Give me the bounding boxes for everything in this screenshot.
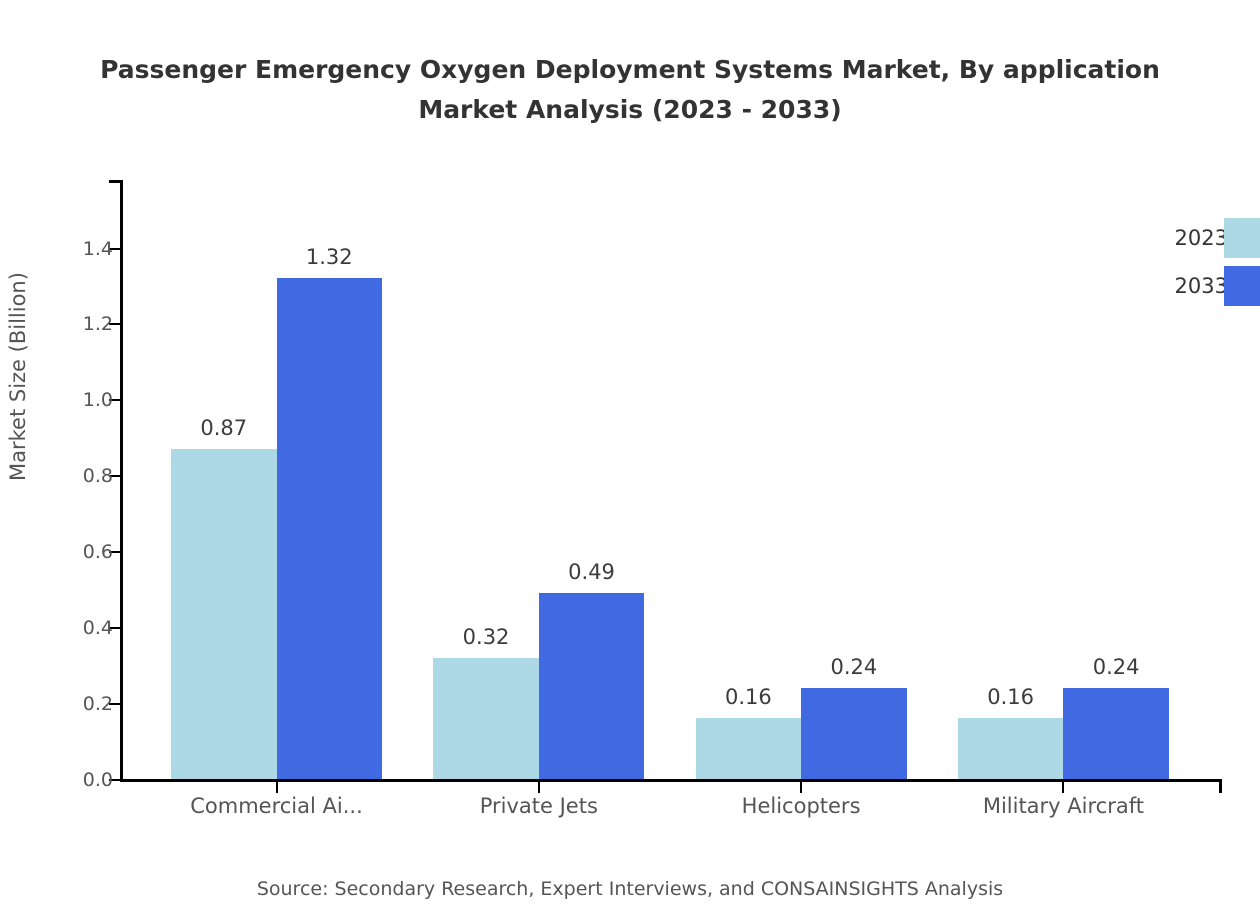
y-axis-tick-mark	[109, 247, 120, 250]
y-axis-tick-label: 0.6	[82, 541, 113, 564]
bar[interactable]: 0.32	[433, 625, 539, 779]
legend-swatch	[1224, 266, 1260, 306]
legend-item-2033[interactable]: 2033	[1108, 266, 1260, 306]
y-axis-spine	[120, 180, 123, 782]
chart-legend: 2023 2033	[1108, 218, 1260, 306]
bar-value-label: 0.16	[987, 685, 1035, 710]
bar-value-label: 0.49	[568, 560, 615, 584]
legend-swatch	[1224, 218, 1260, 258]
x-axis-right-cap	[1219, 779, 1222, 793]
y-axis-tick-mark	[109, 703, 120, 706]
y-axis-tick-label: 0.2	[82, 693, 113, 716]
bar[interactable]: 0.49	[538, 560, 645, 779]
y-axis-tick-label: 1.4	[82, 237, 113, 260]
x-axis-tick-mark	[275, 782, 278, 793]
bar[interactable]: 0.16	[957, 685, 1064, 779]
y-axis-tick-label: 1.2	[82, 313, 113, 336]
bar-value-label: 0.24	[1092, 654, 1140, 679]
x-axis-spine	[120, 779, 1222, 782]
bar[interactable]: 0.24	[801, 655, 907, 779]
x-axis-tick-label: Military Aircraft	[982, 794, 1144, 818]
bar-value-label: 0.24	[830, 654, 878, 679]
y-axis-tick-mark	[109, 551, 120, 554]
chart-title-line-1: Passenger Emergency Oxygen Deployment Sy…	[100, 55, 1160, 84]
bar-value-label: 1.32	[305, 244, 353, 269]
y-axis-tick-label: 1.0	[82, 389, 113, 412]
bar[interactable]: 1.32	[276, 245, 382, 779]
x-axis-tick-label: Private Jets	[479, 794, 598, 818]
legend-item-2023[interactable]: 2023	[1108, 218, 1260, 258]
bar[interactable]: 0.16	[695, 685, 802, 779]
x-axis-tick-mark	[1062, 782, 1065, 793]
y-axis-top-cap	[109, 180, 123, 183]
legend-label: 2033	[1174, 274, 1228, 298]
y-axis-tick-mark	[109, 475, 120, 478]
bar-value-label: 0.16	[724, 685, 772, 710]
y-axis-label: Market Size (Billion)	[6, 272, 30, 481]
bar-value-label: 0.87	[200, 415, 248, 440]
y-axis-tick-mark	[109, 323, 120, 326]
plot-area: 0.0 0.2 0.4 0.6 0.8 1.0 1.2 1.4 Commercial Ai..…	[83, 180, 1222, 818]
y-axis-tick-mark	[109, 779, 120, 781]
y-axis-tick-label: 0.4	[82, 617, 113, 640]
bar[interactable]: 0.87	[171, 416, 277, 779]
bar-value-label: 0.32	[462, 624, 510, 649]
source-note: Source: Secondary Research, Expert Inter…	[256, 878, 1004, 900]
y-axis-tick-label: 0.0	[82, 769, 113, 791]
y-axis-tick-mark	[109, 627, 120, 630]
y-axis-tick-label: 0.8	[82, 465, 113, 488]
x-axis-tick-mark	[800, 782, 803, 793]
bar[interactable]: 0.24	[1063, 655, 1169, 779]
x-axis-tick-label: Helicopters	[741, 794, 861, 818]
x-axis-tick-label: Commercial Ai...	[190, 794, 363, 818]
chart-title-line-2: Market Analysis (2023 - 2033)	[418, 95, 842, 124]
legend-label: 2023	[1174, 226, 1228, 250]
chart-title: Passenger Emergency Oxygen Deployment Sy…	[0, 50, 1260, 130]
x-axis-tick-mark	[537, 782, 540, 793]
y-axis-tick-mark	[109, 399, 120, 402]
